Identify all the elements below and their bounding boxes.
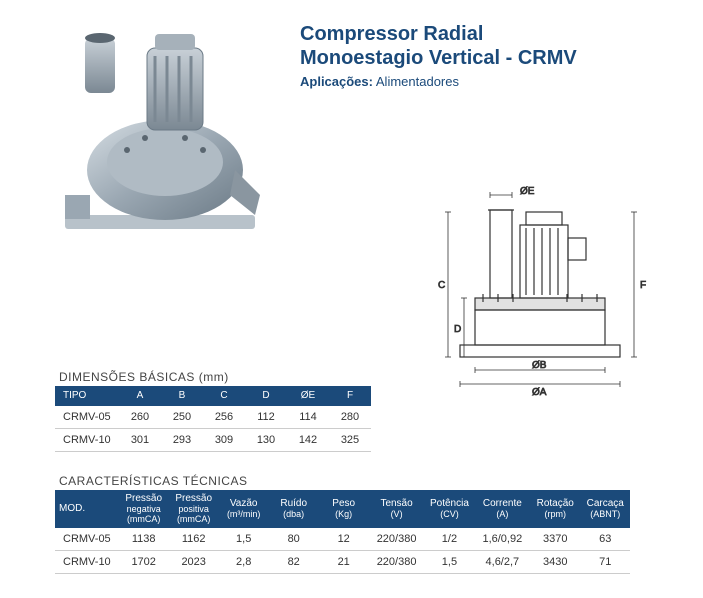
header: Compressor Radial Monoestagio Vertical -…	[300, 22, 673, 89]
dimensions-table: TIPO A B C D ØE F CRMV-05 260 250 256 11…	[55, 386, 371, 452]
table-row: CRMV-10 1702 2023 2,8 82 21 220/380 1,5 …	[55, 550, 630, 573]
apps-label: Aplicações:	[300, 74, 373, 89]
col-a: A	[119, 386, 161, 406]
dim-oe: ØE	[520, 186, 535, 197]
col-tipo: TIPO	[55, 386, 119, 406]
col-pneg: Pressãonegativa(mmCA)	[119, 490, 169, 528]
col-oe: ØE	[287, 386, 329, 406]
applications: Aplicações: Alimentadores	[300, 74, 673, 89]
table-row: CRMV-05 260 250 256 112 114 280	[55, 406, 371, 429]
col-rotacao: Rotação(rpm)	[530, 490, 580, 528]
product-title: Compressor Radial Monoestagio Vertical -…	[300, 22, 673, 70]
col-potencia: Potência(CV)	[424, 490, 474, 528]
tables: DIMENSÕES BÁSICAS (mm) TIPO A B C D ØE F…	[55, 370, 663, 574]
col-ruido: Ruído(dba)	[269, 490, 319, 528]
table-row: CRMV-05 1138 1162 1,5 80 12 220/380 1/2 …	[55, 528, 630, 551]
col-vazao: Vazão(m³/min)	[219, 490, 269, 528]
title-line1: Compressor Radial	[300, 23, 483, 45]
table-header-row: TIPO A B C D ØE F	[55, 386, 371, 406]
technical-diagram: ØE C D F ØB ØA	[420, 170, 660, 400]
col-f: F	[329, 386, 371, 406]
dim-f: F	[640, 280, 646, 291]
dim-d: D	[454, 324, 461, 335]
table-header-row: MOD. Pressãonegativa(mmCA) Pressãopositi…	[55, 490, 630, 528]
product-image	[55, 20, 285, 250]
apps-value: Alimentadores	[376, 74, 459, 89]
col-ppos: Pressãopositiva(mmCA)	[169, 490, 219, 528]
col-b: B	[161, 386, 203, 406]
table1-title: DIMENSÕES BÁSICAS (mm)	[59, 370, 663, 384]
table-row: CRMV-10 301 293 309 130 142 325	[55, 428, 371, 451]
title-line2: Monoestagio Vertical - CRMV	[300, 47, 577, 69]
table2-title: CARACTERÍSTICAS TÉCNICAS	[59, 474, 663, 488]
col-d: D	[245, 386, 287, 406]
col-mod: MOD.	[55, 490, 119, 528]
col-tensao: Tensão(V)	[369, 490, 425, 528]
col-carcaca: Carcaça(ABNT)	[580, 490, 630, 528]
col-corrente: Corrente(A)	[474, 490, 530, 528]
specs-table: MOD. Pressãonegativa(mmCA) Pressãopositi…	[55, 490, 630, 574]
dim-c: C	[438, 280, 445, 291]
col-peso: Peso(Kg)	[319, 490, 369, 528]
col-c: C	[203, 386, 245, 406]
